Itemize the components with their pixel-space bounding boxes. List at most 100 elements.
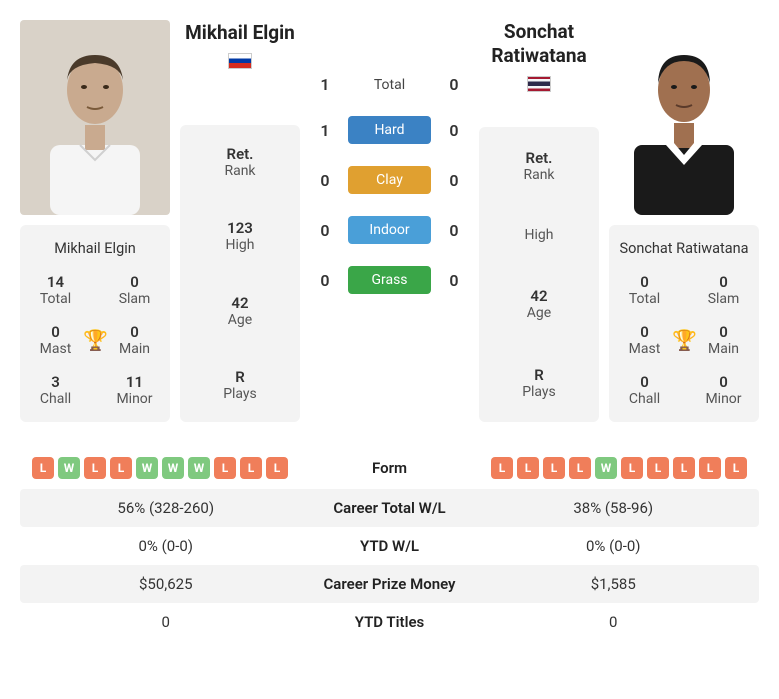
player1-title-grid: 14 Total 0 Slam 0 Mast 🏆 0 Main	[28, 273, 162, 407]
player1-name-under: Mikhail Elgin	[28, 240, 162, 257]
stat-label: Main	[107, 341, 162, 357]
player1-info-card: Ret. Rank 123 High 42 Age R Plays	[180, 125, 300, 422]
player1-info-column: Mikhail Elgin Ret. Rank 123 High 42 Age …	[180, 20, 300, 422]
stat-value: 0	[617, 373, 672, 391]
player2-minor-cell: 0 Minor	[696, 373, 751, 407]
form-result-box: L	[240, 457, 262, 479]
form-result-box: W	[136, 457, 158, 479]
player2-rank-cell: Ret. Rank	[479, 137, 599, 195]
flag-thailand-icon	[527, 76, 551, 92]
h2h-surface-left: 0	[310, 171, 340, 190]
stat-label: Total	[28, 291, 83, 307]
player2-photo	[609, 20, 759, 215]
player2-main-cell: 0 Main	[696, 323, 751, 357]
h2h-surface-left: 0	[310, 221, 340, 240]
player2-info-column: Sonchat Ratiwatana Ret. Rank High 42 Age…	[479, 20, 599, 422]
stat-label: YTD Titles	[300, 613, 480, 631]
info-label: Rank	[479, 167, 599, 183]
info-label: Age	[479, 305, 599, 321]
player1-form: LWLLWWWLLL	[32, 457, 300, 479]
player2-header: Sonchat Ratiwatana	[479, 20, 599, 92]
surface-pill[interactable]: Indoor	[348, 216, 431, 244]
stat-label: Minor	[696, 391, 751, 407]
stat-label: Chall	[617, 391, 672, 407]
player2-form: LLLLWLLLLL	[480, 457, 748, 479]
info-label: Plays	[180, 386, 300, 402]
player1-minor-cell: 11 Minor	[107, 373, 162, 407]
stats-row: 0% (0-0)YTD W/L0% (0-0)	[20, 527, 759, 565]
head-to-head-main: Mikhail Elgin 14 Total 0 Slam 0 Mast 🏆 0	[20, 20, 759, 422]
player1-silhouette	[35, 35, 155, 215]
player1-plays-cell: R Plays	[180, 356, 300, 414]
player2-mast-cell: 0 Mast	[617, 323, 672, 357]
stat-left-value: 0% (0-0)	[32, 537, 300, 555]
form-result-box: W	[162, 457, 184, 479]
stat-right-value: 0	[480, 613, 748, 631]
stats-table: LWLLWWWLLL Form LLLLWLLLLL 56% (328-260)…	[20, 447, 759, 641]
stat-label: Mast	[617, 341, 672, 357]
stat-left-value: 0	[32, 613, 300, 631]
stats-row: 0YTD Titles0	[20, 603, 759, 641]
trophy-icon: 🏆	[672, 328, 696, 352]
player2-info-card: Ret. Rank High 42 Age R Plays	[479, 127, 599, 423]
info-value: R	[479, 366, 599, 384]
stat-value: 14	[28, 273, 83, 291]
info-value: R	[180, 368, 300, 386]
stat-label: Career Prize Money	[300, 575, 480, 593]
stat-value: 0	[617, 273, 672, 291]
h2h-total-left: 1	[310, 75, 340, 94]
player1-slam-cell: 0 Slam	[107, 273, 162, 307]
h2h-surface-right: 0	[439, 221, 469, 240]
info-value: Ret.	[180, 145, 300, 163]
h2h-surface-row: 0Clay0	[310, 166, 469, 194]
info-label: High	[479, 227, 599, 243]
stat-value: 0	[28, 323, 83, 341]
info-label: Age	[180, 312, 300, 328]
form-result-box: L	[110, 457, 132, 479]
h2h-total-row: 1 Total 0	[310, 75, 469, 94]
stat-right-value: $1,585	[480, 575, 748, 593]
h2h-surface-right: 0	[439, 271, 469, 290]
stats-row: 56% (328-260)Career Total W/L38% (58-96)	[20, 489, 759, 527]
form-result-box: L	[84, 457, 106, 479]
player2-name-line1: Sonchat	[504, 20, 574, 44]
player2-column: Sonchat Ratiwatana 0 Total 0 Slam 0 Mast…	[609, 20, 759, 422]
info-label: Plays	[479, 384, 599, 400]
stat-label: Slam	[107, 291, 162, 307]
stat-value: 3	[28, 373, 83, 391]
player2-age-cell: 42 Age	[479, 275, 599, 333]
stats-row: $50,625Career Prize Money$1,585	[20, 565, 759, 603]
player1-titles-card: Mikhail Elgin 14 Total 0 Slam 0 Mast 🏆 0	[20, 225, 170, 422]
h2h-surfaces: 1Hard00Clay00Indoor00Grass0	[310, 116, 469, 316]
h2h-surface-row: 1Hard0	[310, 116, 469, 144]
player2-chall-cell: 0 Chall	[617, 373, 672, 407]
h2h-center-column: 1 Total 0 1Hard0 0 Clay 0 0 Indoor 0 0 Grass 0	[310, 20, 469, 422]
stat-label: Chall	[28, 391, 83, 407]
surface-pill[interactable]: Clay	[348, 166, 431, 194]
player2-title-grid: 0 Total 0 Slam 0 Mast 🏆 0 Main	[617, 273, 751, 407]
player1-column: Mikhail Elgin 14 Total 0 Slam 0 Mast 🏆 0	[20, 20, 170, 422]
form-result-box: L	[543, 457, 565, 479]
form-result-box: L	[266, 457, 288, 479]
info-value: 42	[479, 287, 599, 305]
surface-pill[interactable]: Hard	[348, 116, 431, 144]
form-result-box: W	[188, 457, 210, 479]
stat-value: 0	[617, 323, 672, 341]
form-result-box: L	[673, 457, 695, 479]
stat-left-value: 56% (328-260)	[32, 499, 300, 517]
stat-value: 11	[107, 373, 162, 391]
stat-right-value: 38% (58-96)	[480, 499, 748, 517]
player2-high-cell: High	[479, 215, 599, 255]
h2h-surface-left: 0	[310, 271, 340, 290]
stat-value: 0	[696, 373, 751, 391]
surface-pill[interactable]: Grass	[348, 266, 431, 294]
form-result-box: L	[214, 457, 236, 479]
stat-left-value: $50,625	[32, 575, 300, 593]
h2h-surface-row: 0 Grass 0	[310, 266, 469, 294]
h2h-total-right: 0	[439, 75, 469, 94]
player1-mast-cell: 0 Mast	[28, 323, 83, 357]
info-label: High	[180, 237, 300, 253]
player2-name-under: Sonchat Ratiwatana	[617, 240, 751, 257]
player1-chall-cell: 3 Chall	[28, 373, 83, 407]
form-result-box: L	[699, 457, 721, 479]
